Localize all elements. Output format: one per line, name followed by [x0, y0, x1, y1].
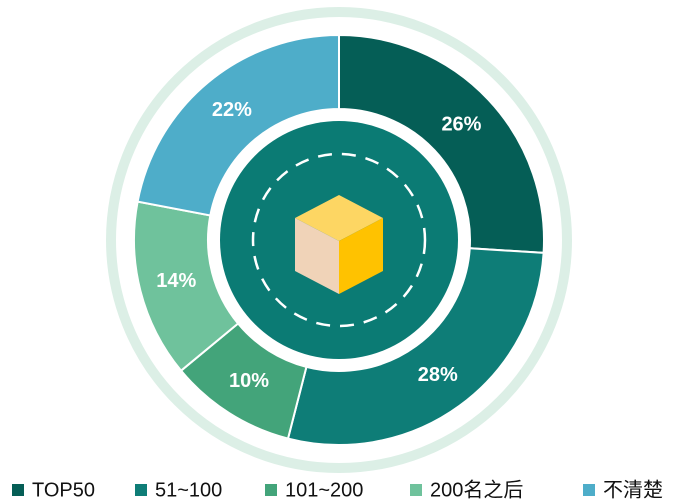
legend-swatch: [265, 484, 277, 496]
legend-swatch: [135, 484, 147, 496]
slice: [286, 247, 545, 446]
legend-label: 不清楚: [603, 478, 663, 501]
value-label: 28%: [418, 364, 458, 386]
outer-ring: [106, 7, 572, 473]
legend-swatch: [410, 484, 422, 496]
value-label: 14%: [156, 270, 196, 292]
labels: 26% 28% 10% 14% 22%: [156, 99, 481, 392]
legend-label: 200名之后: [430, 478, 523, 501]
value-label: 10%: [229, 370, 269, 392]
legend-swatch: [12, 484, 24, 496]
cube-icon: [295, 195, 383, 294]
legend-label: TOP50: [32, 479, 95, 501]
slices: [133, 33, 545, 446]
legend-swatch: [583, 484, 595, 496]
slice: [136, 33, 340, 217]
dashed-ring: [251, 152, 427, 328]
value-label: 26%: [441, 113, 481, 135]
legend-label: 51~100: [155, 479, 222, 501]
slice: [338, 33, 545, 254]
legend: TOP50 51~100 101~200 200名之后 不清楚: [12, 478, 663, 501]
legend-label: 101~200: [285, 479, 363, 501]
value-label: 22%: [212, 99, 252, 121]
